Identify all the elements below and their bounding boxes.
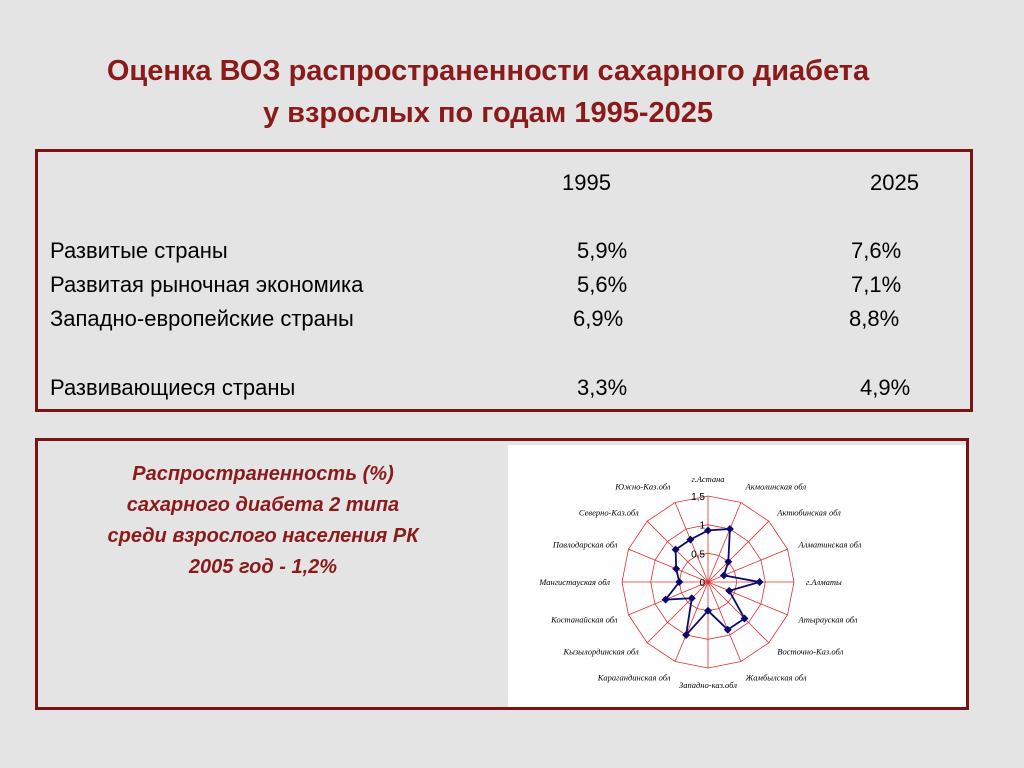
radar-data-point xyxy=(682,631,691,639)
radar-category-label: Алматинская обл xyxy=(798,540,862,550)
radar-category-label: Карагандинская обл xyxy=(597,673,671,683)
radar-category-label: Восточно-Каз.обл xyxy=(777,646,843,656)
radar-category-label: Кызылординская обл xyxy=(562,646,639,656)
row-label-developing: Развивающиеся страны xyxy=(50,375,296,400)
radar-category-label: Жамбылская обл xyxy=(745,673,807,683)
row-value-2025-developed: 7,6% xyxy=(851,238,902,263)
radar-category-label: Атырауская обл xyxy=(798,615,858,625)
row-value-1995-market-economy: 5,6% xyxy=(577,272,628,297)
radar-tick-label: 1,5 xyxy=(691,492,705,503)
radar-spoke xyxy=(707,581,770,644)
radar-spoke xyxy=(707,520,770,583)
title-line-2: у взрослых по годам 1995-2025 xyxy=(262,97,714,129)
caption-line-2: сахарного диабета 2 типа xyxy=(126,494,400,516)
slide-title: Оценка ВОЗ распространенности сахарного … xyxy=(0,50,976,134)
row-value-1995-developed: 5,9% xyxy=(577,238,628,263)
row-label-developed: Развитые страны xyxy=(50,238,228,263)
radar-chart-panel: 0 0,5 1 1,5 г.Астана Акмолинская обл Актюбинск… xyxy=(508,445,966,707)
caption-line-4: 2005 год - 1,2% xyxy=(188,556,338,578)
radar-category-label: Павлодарская обл xyxy=(552,540,618,550)
radar-category-label: Актюбинская обл xyxy=(776,508,841,518)
kazakhstan-prevalence-box: Распространенность (%) сахарного диабета… xyxy=(35,438,969,710)
radar-data-point xyxy=(687,594,696,603)
radar-data-point xyxy=(725,525,734,533)
radar-category-label: Западно-каз.обл xyxy=(679,680,737,690)
caption-line-3: среди взрослого населения РК xyxy=(107,525,419,547)
radar-tick-label: 0 xyxy=(699,578,705,589)
radar-data-point xyxy=(719,571,728,580)
radar-category-label: г.Алматы xyxy=(806,577,842,587)
radar-spoke xyxy=(707,581,788,616)
prevalence-caption: Распространенность (%) сахарного диабета… xyxy=(48,459,478,583)
radar-data-point xyxy=(672,564,681,573)
radar-spoke xyxy=(707,581,742,662)
radar-data-point xyxy=(723,625,732,634)
row-value-1995-developing: 3,3% xyxy=(577,375,628,400)
row-label-market-economy: Развитая рыночная экономика xyxy=(50,272,364,297)
radar-data-point xyxy=(671,545,680,554)
radar-tick-label: 1 xyxy=(699,521,705,532)
radar-category-label: Костанайская обл xyxy=(550,615,618,625)
who-estimate-table: 1995 2025 Развитые страны 5,9% 7,6% Разв… xyxy=(35,149,973,412)
radar-data-point xyxy=(686,535,695,544)
radar-spoke xyxy=(646,581,709,644)
radar-data-point xyxy=(755,578,764,586)
radar-data-point xyxy=(661,595,670,604)
radar-chart: 0 0,5 1 1,5 г.Астана Акмолинская обл Актюбинск… xyxy=(538,474,862,690)
radar-data-point xyxy=(725,586,734,595)
row-value-2025-western-europe: 8,8% xyxy=(849,306,900,331)
radar-category-label: Южно-Каз.обл xyxy=(614,482,671,492)
row-value-1995-western-europe: 6,9% xyxy=(573,306,624,331)
radar-spoke xyxy=(707,502,742,583)
radar-spoke xyxy=(628,548,709,583)
caption-line-1: Распространенность (%) xyxy=(132,463,394,485)
radar-category-label: г.Астана xyxy=(691,474,724,484)
radar-category-label: Мангистауская обл xyxy=(538,577,610,587)
radar-spoke xyxy=(646,520,709,583)
radar-data-point xyxy=(704,526,712,535)
column-header-1995: 1995 xyxy=(562,170,611,195)
radar-category-label: Акмолинская обл xyxy=(745,482,807,492)
row-value-2025-market-economy: 7,1% xyxy=(851,272,902,297)
radar-tick-label: 0,5 xyxy=(691,549,705,560)
title-line-1: Оценка ВОЗ распространенности сахарного … xyxy=(106,55,870,87)
row-label-western-europe: Западно-европейские страны xyxy=(50,306,354,331)
radar-spoke xyxy=(674,581,709,662)
column-header-2025: 2025 xyxy=(870,170,919,195)
radar-category-label: Северно-Каз.обл xyxy=(579,508,639,518)
row-value-2025-developing: 4,9% xyxy=(860,375,911,400)
